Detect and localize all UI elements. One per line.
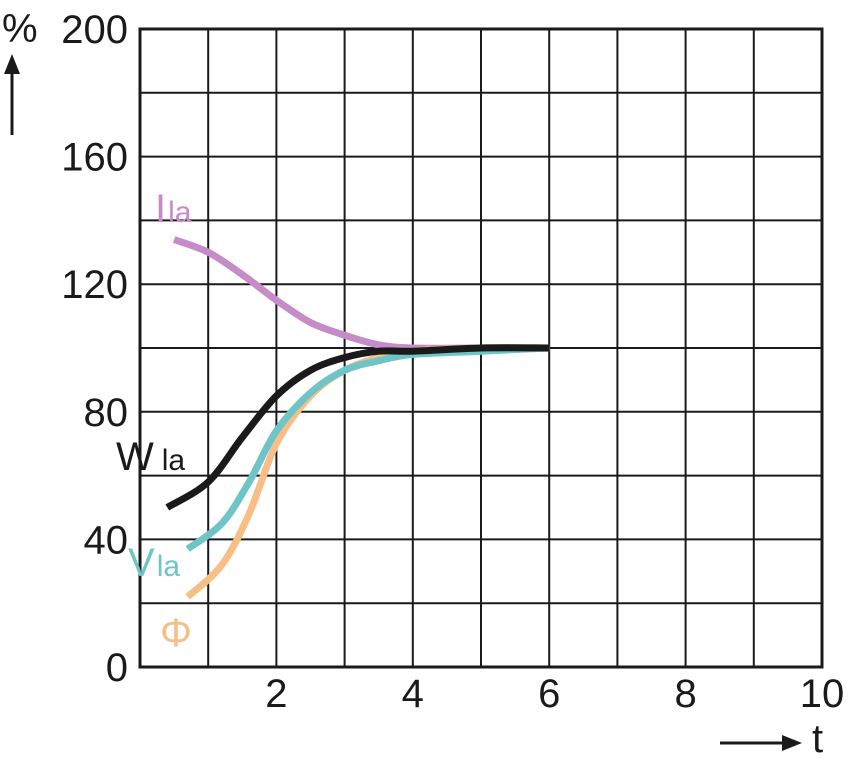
x-axis-unit-label: t xyxy=(812,717,823,761)
series-line-wla xyxy=(165,344,550,511)
series-line-vla xyxy=(185,344,550,552)
x-tick-label: 10 xyxy=(800,672,845,716)
y-tick-label: 80 xyxy=(84,391,129,435)
y-tick-label: 0 xyxy=(106,646,128,690)
x-axis-arrow-icon xyxy=(720,735,802,751)
series-label-vla: Vla xyxy=(128,541,180,585)
y-tick-label: 40 xyxy=(84,518,129,562)
series-line-phi xyxy=(185,344,550,600)
x-tick-label: 4 xyxy=(402,672,424,716)
y-tick-label: 160 xyxy=(61,136,128,180)
y-axis-arrow-icon xyxy=(4,54,20,135)
series-lines xyxy=(165,236,550,600)
y-tick-label: 200 xyxy=(61,8,128,52)
plot-frame xyxy=(138,27,824,669)
tick-labels: 0 40 80 120 160 200 2 4 6 8 10 xyxy=(61,8,844,716)
y-tick-label: 120 xyxy=(61,263,128,307)
series-label-ila: Ila xyxy=(155,187,192,231)
series-labels: Ila W la Vla Φ xyxy=(116,187,192,655)
y-axis-unit-label: % xyxy=(2,7,38,51)
x-tick-label: 8 xyxy=(674,672,696,716)
x-tick-label: 6 xyxy=(538,672,560,716)
series-line-ila xyxy=(172,236,550,352)
x-tick-label: 2 xyxy=(265,672,287,716)
series-label-phi: Φ xyxy=(160,611,192,655)
